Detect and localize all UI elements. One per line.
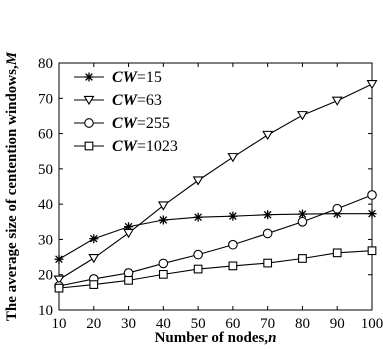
data-point [157,201,169,211]
x-axis-label: Number of nodes,n [155,330,277,346]
data-point [262,228,273,239]
data-point [263,258,273,268]
data-point [296,111,308,121]
legend-item: CW=1023 [74,138,178,155]
data-point [89,280,99,289]
axes: 10 20 30 40 50 60 70 80 90 100 10 20 30 40 50 60 70 80 [38,56,383,332]
data-point [54,254,64,264]
series-line [58,83,373,281]
data-point [54,283,64,293]
data-point [367,246,377,256]
data-point [331,96,343,106]
x-tick-label: 70 [260,316,275,332]
legend-label: CW=63 [112,92,162,109]
series-line [58,213,372,260]
series-cw1023 [54,246,377,293]
data-point [53,275,65,285]
data-point [193,249,203,260]
legend: CW=15 CW=63 CW=255 CW=1023 [74,69,178,155]
data-point [193,264,203,274]
data-point [193,212,203,222]
data-point [123,268,134,278]
y-tick-label: 60 [38,127,53,143]
data-point [332,248,342,258]
legend-label: CW=255 [112,115,170,132]
series-layer [53,80,378,293]
y-axis-label: The average size of centention windows,M [4,51,20,321]
series-cw255 [54,190,377,291]
x-tick-label: 80 [295,316,310,332]
x-tick-label: 50 [191,316,206,332]
legend-marker [84,141,94,151]
legend-item: CW=63 [74,92,162,109]
y-tick-label: 40 [38,197,53,213]
y-tick-label: 50 [38,162,53,178]
data-point [192,176,204,186]
data-point [367,190,377,200]
y-tick-label: 70 [38,91,53,107]
data-point [228,239,238,250]
y-tick-label: 30 [38,232,53,248]
data-point [123,228,135,239]
y-tick-label: 20 [38,268,53,284]
legend-item: CW=255 [74,115,170,132]
legend-label: CW=15 [112,69,162,86]
x-tick-label: 40 [156,316,171,332]
legend-label: CW=1023 [112,138,178,155]
data-point [228,211,238,221]
data-point [124,275,133,285]
data-point [297,216,308,227]
data-point [228,261,238,271]
x-tick-label: 60 [225,316,240,332]
legend-marker [84,72,94,82]
series-line [58,194,373,287]
data-point [158,269,168,279]
data-point [263,210,273,220]
legend-item: CW=15 [74,69,162,86]
data-point [367,209,377,219]
series-cw15 [54,209,377,264]
x-tick-label: 10 [52,316,67,332]
data-point [332,203,343,214]
series-line [58,250,373,289]
data-point [262,130,274,141]
plot-frame [58,62,373,311]
data-point [158,258,169,269]
data-point [89,234,99,244]
data-point [297,209,307,219]
legend-marker [83,95,95,106]
x-tick-label: 100 [361,316,383,332]
x-tick-label: 30 [121,316,136,332]
data-point [366,80,378,90]
x-tick-label: 90 [330,316,345,332]
x-tick-label: 20 [86,316,101,332]
data-point [227,153,239,163]
y-tick-label: 80 [38,56,53,72]
data-point [298,254,307,263]
legend-marker [84,118,94,128]
data-point [158,215,168,225]
data-point [88,253,100,264]
series-cw63 [53,80,378,285]
y-tick-label: 10 [38,303,53,319]
